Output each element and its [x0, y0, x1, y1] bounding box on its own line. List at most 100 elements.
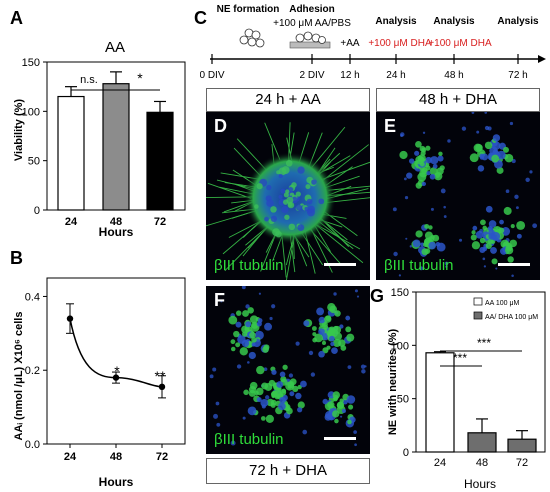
cell — [249, 331, 256, 339]
cell — [297, 401, 305, 409]
bar-48 — [102, 83, 130, 211]
cell — [485, 242, 492, 250]
chart-g-xlabel: Hours — [464, 477, 496, 491]
cell — [425, 156, 432, 164]
micrograph-e: E βIII tubulin — [376, 112, 540, 280]
cell — [336, 401, 344, 409]
cell — [504, 153, 514, 163]
cell — [239, 347, 248, 356]
adhered-neurosphere-icon — [289, 31, 331, 49]
nucleus — [270, 206, 277, 213]
scattered-nucleus — [356, 295, 360, 298]
nucleus — [295, 204, 302, 211]
scattered-nucleus — [258, 292, 261, 295]
cell — [339, 398, 344, 403]
timeline-label-dha-48: +100 μM DHA — [428, 38, 492, 49]
neurite — [207, 182, 252, 199]
scattered-nucleus — [430, 207, 434, 211]
nucleus — [291, 182, 297, 188]
cell — [471, 230, 476, 235]
chart-g-xtick-label: 24 — [434, 457, 446, 469]
micrograph-e-image — [392, 112, 538, 278]
scattered-nucleus — [483, 265, 487, 268]
micrograph-d-letter: D — [214, 116, 227, 136]
cell — [421, 181, 427, 187]
cell — [248, 386, 257, 394]
cell — [256, 397, 262, 403]
scattered-nucleus — [484, 112, 488, 114]
scattered-nucleus — [288, 373, 294, 378]
cell — [480, 219, 486, 226]
cell — [331, 347, 338, 355]
cell — [428, 241, 437, 250]
micrograph-f-stain: βIII tubulin — [214, 431, 284, 448]
cell — [314, 333, 323, 343]
nucleus — [283, 192, 289, 198]
cell — [423, 241, 429, 248]
cell — [235, 321, 242, 328]
cell — [419, 161, 425, 167]
cell — [329, 335, 335, 342]
cell — [292, 385, 299, 393]
scattered-nucleus — [461, 126, 467, 131]
cell — [472, 225, 478, 231]
micrograph-f-image — [209, 286, 367, 447]
cell — [339, 324, 344, 329]
cell — [261, 382, 269, 390]
cell — [318, 328, 325, 335]
scattered-nucleus — [476, 130, 480, 134]
caption-e: 48 h + DHA — [376, 88, 540, 112]
scattered-nucleus — [347, 365, 352, 370]
timeline-label-analysis-48: Analysis — [433, 16, 475, 27]
scattered-nucleus — [447, 139, 451, 143]
scattered-nucleus — [333, 292, 337, 296]
cell — [429, 173, 436, 180]
chart-a-annotation-ns: n.s. — [80, 74, 98, 86]
chart-g-xtick-label: 48 — [476, 457, 488, 469]
cell — [499, 219, 504, 225]
cell — [326, 329, 333, 337]
neurite — [315, 224, 364, 264]
cell — [510, 224, 515, 229]
scattered-nucleus — [353, 430, 357, 434]
chart-a-annotation-star: * — [137, 70, 143, 86]
chart-g-ytick-label: 0 — [403, 447, 409, 459]
nucleus — [272, 228, 280, 237]
cell — [321, 340, 327, 345]
timeline-label-ne-formation: NE formation — [217, 4, 280, 15]
chart-a-ytick-label: 50 — [28, 156, 40, 168]
chart-a-xlabel: Hours — [99, 225, 134, 239]
scattered-nucleus — [215, 401, 220, 406]
nucleus — [280, 188, 286, 194]
nucleus — [295, 191, 301, 197]
experiment-timeline: NE formation Adhesion +100 μM AA/PBS +AA… — [200, 4, 546, 81]
panel-letter-g: G — [370, 286, 385, 306]
cell — [488, 232, 496, 240]
scattered-nucleus — [236, 364, 242, 369]
scattered-nucleus — [308, 350, 314, 356]
timeline-label-dha-24: +100 μM DHA — [368, 38, 432, 49]
chart-a-ytick-label: 100 — [22, 106, 40, 118]
bar-24 — [57, 95, 85, 211]
cell — [256, 365, 265, 375]
nucleus — [264, 216, 269, 222]
cell — [507, 256, 514, 263]
cell — [330, 341, 335, 347]
cell — [251, 342, 256, 347]
cell — [281, 388, 287, 394]
chart-g-annotation-1: *** — [453, 351, 467, 365]
cell — [245, 321, 252, 328]
data-point-72 — [158, 383, 166, 391]
scattered-nucleus — [509, 121, 514, 126]
cell — [436, 242, 446, 252]
cell — [471, 241, 481, 250]
cell — [318, 316, 326, 324]
cell — [419, 145, 426, 152]
scattered-nucleus — [419, 266, 424, 271]
scattered-nucleus — [393, 251, 398, 257]
cell — [265, 414, 274, 424]
cell — [412, 239, 421, 248]
cell — [482, 225, 488, 231]
panel-letter-b: B — [10, 248, 23, 268]
scattered-nucleus — [405, 237, 408, 240]
